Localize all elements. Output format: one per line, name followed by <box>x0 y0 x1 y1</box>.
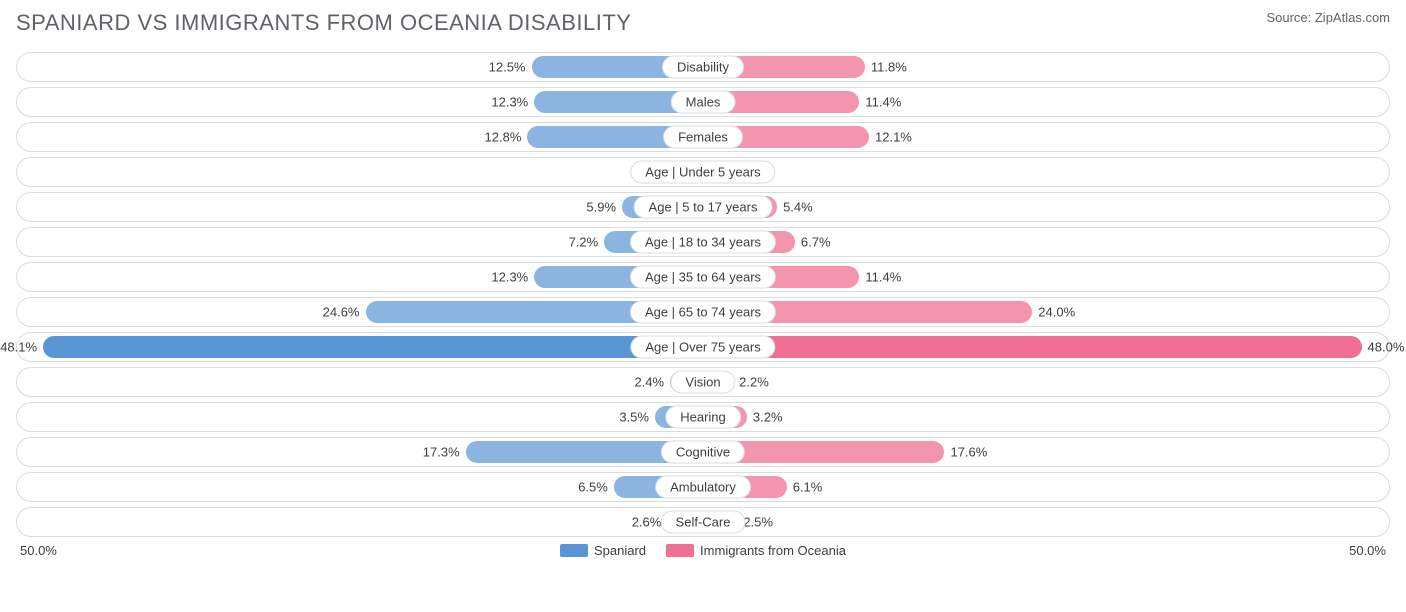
chart-row: 12.5% 11.8% Disability <box>16 52 1390 82</box>
row-label: Age | 5 to 17 years <box>634 196 773 219</box>
legend-label-right: Immigrants from Oceania <box>700 543 846 558</box>
row-label: Vision <box>670 371 735 394</box>
pct-left: 2.6% <box>632 515 662 530</box>
pct-right: 2.5% <box>743 515 773 530</box>
chart-container: SPANIARD VS IMMIGRANTS FROM OCEANIA DISA… <box>0 0 1406 612</box>
chart-row: 48.1%48.0%Age | Over 75 years <box>16 332 1390 362</box>
pct-left: 5.9% <box>586 200 616 215</box>
chart-source: Source: ZipAtlas.com <box>1266 10 1390 25</box>
bar-right <box>703 336 1362 358</box>
chart-row: 2.6% 2.5%Self-Care <box>16 507 1390 537</box>
row-label: Hearing <box>665 406 741 429</box>
pct-left: 12.3% <box>491 270 528 285</box>
pct-left: 12.8% <box>485 130 522 145</box>
pct-left: 48.1% <box>0 340 37 355</box>
chart-row: 3.5% 3.2% Hearing <box>16 402 1390 432</box>
pct-left: 2.4% <box>634 375 664 390</box>
chart-row: 1.4%1.2%Age | Under 5 years <box>16 157 1390 187</box>
chart-row: 17.3% 17.6% Cognitive <box>16 437 1390 467</box>
chart-row: 12.8% 12.1% Females <box>16 122 1390 152</box>
pct-left: 12.3% <box>491 95 528 110</box>
axis-right-label: 50.0% <box>1349 543 1386 558</box>
bar-left <box>43 336 703 358</box>
row-label: Disability <box>662 56 744 79</box>
chart-row: 6.5% 6.1% Ambulatory <box>16 472 1390 502</box>
pct-right: 2.2% <box>739 375 769 390</box>
pct-right: 6.1% <box>793 480 823 495</box>
row-label: Cognitive <box>661 441 745 464</box>
row-label: Age | 35 to 64 years <box>630 266 776 289</box>
pct-right: 11.4% <box>865 270 901 285</box>
pct-left: 12.5% <box>489 60 526 75</box>
axis-left-label: 50.0% <box>20 543 57 558</box>
row-label: Age | Under 5 years <box>630 161 775 184</box>
pct-left: 24.6% <box>323 305 360 320</box>
row-label: Females <box>663 126 743 149</box>
chart-header: SPANIARD VS IMMIGRANTS FROM OCEANIA DISA… <box>16 10 1390 36</box>
pct-right: 11.8% <box>871 60 907 75</box>
legend-item-right: Immigrants from Oceania <box>666 543 846 558</box>
row-label: Self-Care <box>661 511 746 534</box>
pct-left: 3.5% <box>619 410 649 425</box>
pct-right: 5.4% <box>783 200 813 215</box>
pct-left: 6.5% <box>578 480 608 495</box>
chart-row: 24.6% 24.0% Age | 65 to 74 years <box>16 297 1390 327</box>
pct-left: 17.3% <box>423 445 460 460</box>
legend-swatch-right <box>666 544 694 557</box>
chart-footer: 50.0% Spaniard Immigrants from Oceania 5… <box>16 543 1390 558</box>
row-label: Ambulatory <box>655 476 751 499</box>
chart-row: 5.9% 5.4% Age | 5 to 17 years <box>16 192 1390 222</box>
chart-row: 12.3% 11.4% Males <box>16 87 1390 117</box>
row-label: Age | Over 75 years <box>630 336 775 359</box>
pct-right: 6.7% <box>801 235 831 250</box>
legend-label-left: Spaniard <box>594 543 646 558</box>
chart-rows: 12.5% 11.8% Disability 12.3% 11.4% Males 12.8%… <box>16 52 1390 537</box>
pct-right: 12.1% <box>875 130 912 145</box>
pct-right: 3.2% <box>753 410 783 425</box>
pct-right: 48.0% <box>1368 340 1405 355</box>
chart-row: 7.2% 6.7% Age | 18 to 34 years <box>16 227 1390 257</box>
legend-swatch-left <box>560 544 588 557</box>
legend-item-left: Spaniard <box>560 543 646 558</box>
row-label: Males <box>671 91 736 114</box>
row-label: Age | 18 to 34 years <box>630 231 776 254</box>
chart-row: 2.4% 2.2% Vision <box>16 367 1390 397</box>
pct-left: 7.2% <box>569 235 599 250</box>
chart-row: 12.3% 11.4% Age | 35 to 64 years <box>16 262 1390 292</box>
legend: Spaniard Immigrants from Oceania <box>560 543 846 558</box>
row-label: Age | 65 to 74 years <box>630 301 776 324</box>
chart-title: SPANIARD VS IMMIGRANTS FROM OCEANIA DISA… <box>16 10 631 36</box>
pct-right: 11.4% <box>865 95 901 110</box>
pct-right: 24.0% <box>1038 305 1075 320</box>
pct-right: 17.6% <box>950 445 987 460</box>
